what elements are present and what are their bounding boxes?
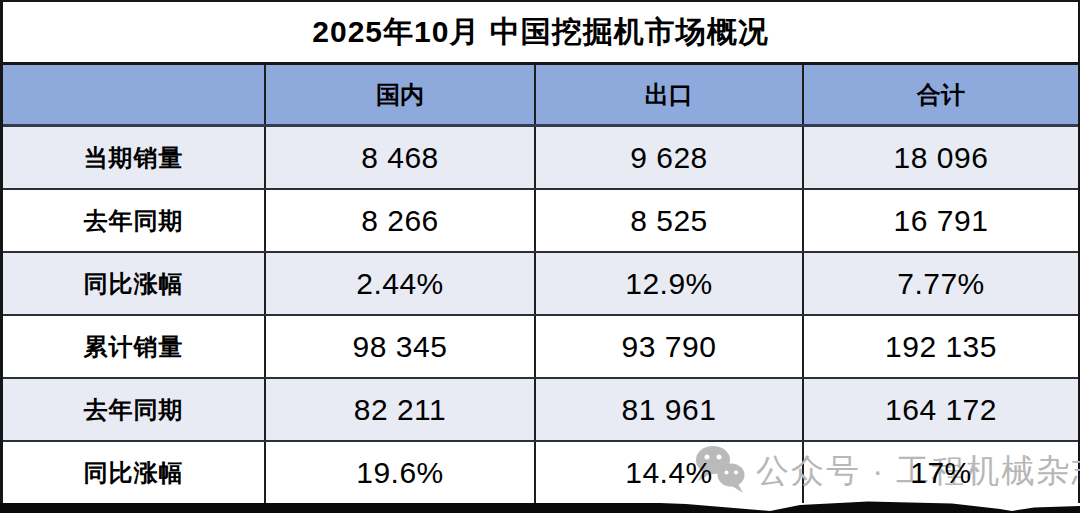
- value-cell: 8 266: [266, 190, 536, 251]
- value-cell: 18 096: [804, 127, 1078, 188]
- value-cell: 19.6%: [266, 442, 536, 503]
- table-row: 去年同期 82 211 81 961 164 172: [3, 379, 1078, 442]
- value-cell: 81 961: [536, 379, 804, 440]
- header-cell-blank: [3, 65, 266, 124]
- table-header-row: 国内 出口 合计: [3, 65, 1078, 127]
- row-label-cell: 去年同期: [3, 190, 266, 251]
- value-cell: 14.4%: [536, 442, 804, 503]
- value-cell: 8 468: [266, 127, 536, 188]
- row-label-cell: 同比涨幅: [3, 442, 266, 503]
- value-cell: 12.9%: [536, 253, 804, 314]
- table-row: 同比涨幅 2.44% 12.9% 7.77%: [3, 253, 1078, 316]
- header-cell-total: 合计: [804, 65, 1078, 124]
- value-cell: 192 135: [804, 316, 1078, 377]
- value-cell: 82 211: [266, 379, 536, 440]
- header-cell-export: 出口: [536, 65, 804, 124]
- data-table: 2025年10月 中国挖掘机市场概况 国内 出口 合计 当期销量 8 468 9…: [0, 0, 1080, 503]
- torn-bottom-edge: [0, 500, 1080, 513]
- value-cell: 9 628: [536, 127, 804, 188]
- value-cell: 93 790: [536, 316, 804, 377]
- value-cell: 7.77%: [804, 253, 1078, 314]
- row-label-cell: 去年同期: [3, 379, 266, 440]
- table-row: 同比涨幅 19.6% 14.4% 17%: [3, 442, 1078, 503]
- value-cell: 16 791: [804, 190, 1078, 251]
- page-title: 2025年10月 中国挖掘机市场概况: [312, 12, 768, 53]
- row-label-cell: 同比涨幅: [3, 253, 266, 314]
- value-cell: 8 525: [536, 190, 804, 251]
- table-row: 去年同期 8 266 8 525 16 791: [3, 190, 1078, 253]
- table-row: 当期销量 8 468 9 628 18 096: [3, 127, 1078, 190]
- value-cell: 17%: [804, 442, 1078, 503]
- excavator-market-table-image: 2025年10月 中国挖掘机市场概况 国内 出口 合计 当期销量 8 468 9…: [0, 0, 1080, 513]
- row-label-cell: 累计销量: [3, 316, 266, 377]
- table-title-row: 2025年10月 中国挖掘机市场概况: [3, 2, 1078, 65]
- table-row: 累计销量 98 345 93 790 192 135: [3, 316, 1078, 379]
- header-cell-domestic: 国内: [266, 65, 536, 124]
- value-cell: 164 172: [804, 379, 1078, 440]
- value-cell: 98 345: [266, 316, 536, 377]
- value-cell: 2.44%: [266, 253, 536, 314]
- row-label-cell: 当期销量: [3, 127, 266, 188]
